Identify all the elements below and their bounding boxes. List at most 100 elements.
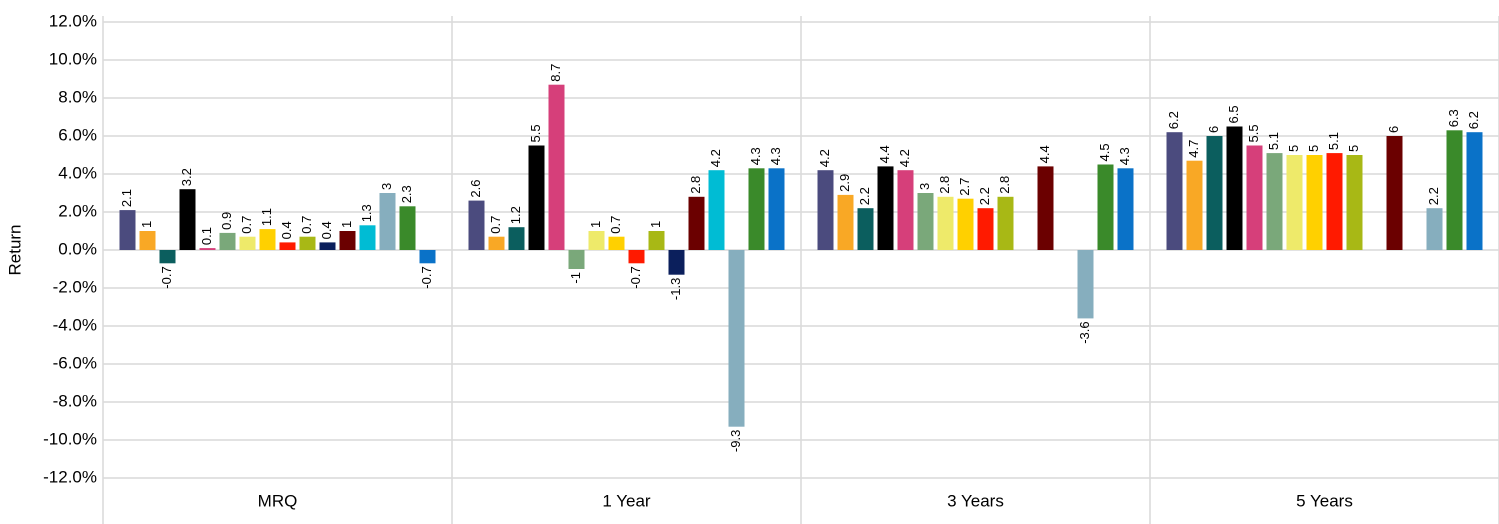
value-label: 2.8 xyxy=(997,176,1012,194)
bar xyxy=(159,250,176,264)
bar xyxy=(199,248,216,250)
bar xyxy=(608,236,625,250)
y-tick-label: 4.0% xyxy=(58,163,97,182)
bar xyxy=(857,208,874,250)
bar xyxy=(1466,132,1483,250)
bar xyxy=(259,229,276,250)
value-label: 0.1 xyxy=(199,227,214,245)
value-label: 0.7 xyxy=(239,216,254,234)
bar xyxy=(688,196,705,250)
value-label: 4.3 xyxy=(748,147,763,165)
y-tick-label: -8.0% xyxy=(53,391,97,410)
value-label: 2.2 xyxy=(857,187,872,205)
value-label: 5 xyxy=(1306,145,1321,152)
bar xyxy=(588,231,605,250)
value-label: 6.2 xyxy=(1466,111,1481,129)
value-label: 4.2 xyxy=(897,149,912,167)
bar xyxy=(1246,145,1263,250)
value-label: 1 xyxy=(648,221,663,228)
bar xyxy=(817,170,834,250)
x-tick-label: 3 Years xyxy=(947,491,1004,510)
bar xyxy=(1446,130,1463,250)
bar xyxy=(957,198,974,250)
y-tick-label: -4.0% xyxy=(53,315,97,334)
bar xyxy=(139,231,156,250)
value-label: 5 xyxy=(1286,145,1301,152)
value-label: 4.3 xyxy=(1117,147,1132,165)
value-label: 0.7 xyxy=(488,216,503,234)
value-label: 5.5 xyxy=(528,124,543,142)
x-tick-label: 5 Years xyxy=(1296,491,1353,510)
value-label: 5.5 xyxy=(1246,124,1261,142)
bar xyxy=(299,236,316,250)
bar xyxy=(837,194,854,250)
bar xyxy=(1077,250,1094,319)
value-label: 5 xyxy=(1346,145,1361,152)
value-label: -1 xyxy=(568,272,583,284)
value-label: 2.1 xyxy=(119,189,134,207)
value-label: 5.1 xyxy=(1326,132,1341,150)
bar xyxy=(528,145,545,250)
bar xyxy=(1386,136,1403,250)
y-tick-label: 10.0% xyxy=(49,49,97,68)
value-label: 6.2 xyxy=(1166,111,1181,129)
y-tick-label: -12.0% xyxy=(43,467,97,486)
value-label: 2.7 xyxy=(957,178,972,196)
bar xyxy=(1426,208,1443,250)
value-label: 3 xyxy=(379,183,394,190)
value-label: -1.3 xyxy=(668,278,683,300)
value-label: -9.3 xyxy=(728,430,743,452)
value-label: 1.1 xyxy=(259,208,274,226)
bar xyxy=(1326,153,1343,250)
value-label: 6 xyxy=(1206,126,1221,133)
y-tick-label: 6.0% xyxy=(58,125,97,144)
y-tick-label: -10.0% xyxy=(43,429,97,448)
x-tick-label: MRQ xyxy=(258,491,298,510)
value-label: 6.5 xyxy=(1226,105,1241,123)
value-label: 2.3 xyxy=(399,185,414,203)
bar xyxy=(897,170,914,250)
value-label: 4.3 xyxy=(768,147,783,165)
value-label: 0.7 xyxy=(299,216,314,234)
bar xyxy=(468,200,485,250)
y-tick-label: 12.0% xyxy=(49,11,97,30)
bar xyxy=(339,231,356,250)
bar xyxy=(399,206,416,250)
value-label: 4.7 xyxy=(1186,140,1201,158)
bar xyxy=(937,196,954,250)
bar xyxy=(359,225,376,250)
value-label: 6.3 xyxy=(1446,109,1461,127)
value-label: 0.9 xyxy=(219,212,234,230)
bar xyxy=(1346,155,1363,250)
y-tick-label: -2.0% xyxy=(53,277,97,296)
y-axis-label: Return xyxy=(5,224,24,275)
value-label: -3.6 xyxy=(1077,321,1092,343)
bar xyxy=(239,236,256,250)
value-label: 2.6 xyxy=(468,180,483,198)
value-label: 4.2 xyxy=(708,149,723,167)
value-label: 2.2 xyxy=(977,187,992,205)
bar xyxy=(1266,153,1283,250)
value-label: 0.4 xyxy=(279,221,294,239)
value-label: 4.4 xyxy=(877,145,892,163)
bar xyxy=(1166,132,1183,250)
value-label: 2.8 xyxy=(937,176,952,194)
bar xyxy=(419,250,436,264)
value-label: 2.9 xyxy=(837,174,852,192)
bar xyxy=(1097,164,1114,250)
value-label: 1 xyxy=(339,221,354,228)
bar xyxy=(1117,168,1134,250)
value-label: 4.2 xyxy=(817,149,832,167)
bar xyxy=(728,250,745,427)
bar xyxy=(917,193,934,250)
bar xyxy=(1226,126,1243,250)
bar xyxy=(1186,160,1203,250)
bar xyxy=(319,242,336,250)
value-label: 2.8 xyxy=(688,176,703,194)
value-label: 5.1 xyxy=(1266,132,1281,150)
value-label: 8.7 xyxy=(548,64,563,82)
bar xyxy=(1306,155,1323,250)
bar xyxy=(279,242,296,250)
y-tick-label: -6.0% xyxy=(53,353,97,372)
